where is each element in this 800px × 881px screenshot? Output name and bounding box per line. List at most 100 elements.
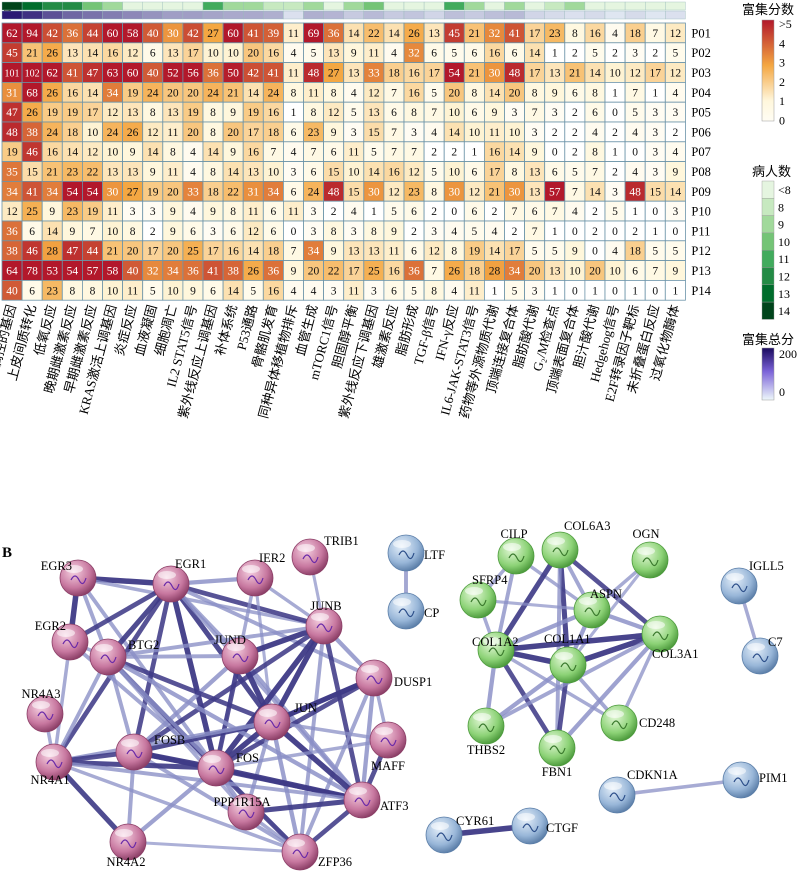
node-highlight (41, 749, 59, 757)
edge-DUSP1-ATF3 (359, 675, 377, 803)
cell-value: 20 (127, 246, 139, 258)
total-score-cell (283, 10, 304, 20)
cell-value: 6 (471, 206, 477, 218)
cell-value: 8 (150, 107, 156, 119)
top-annotation-bars (1, 1, 686, 20)
total-score-cell (564, 10, 586, 20)
node-highlight (637, 547, 655, 555)
node-label: JUN (294, 701, 317, 715)
total-score-cell (1, 10, 23, 20)
cell-value: 16 (489, 48, 501, 60)
cell-value: 19 (147, 186, 159, 198)
cell-value: 3 (532, 127, 538, 139)
cell-value: 16 (248, 147, 260, 159)
cell-value: 18 (67, 127, 79, 139)
node-label: ASPN (590, 587, 622, 601)
patient-label: P07 (691, 145, 710, 159)
node-btg2: BTG2 (89, 638, 159, 676)
cell-value: 19 (87, 206, 99, 218)
cell-value: 16 (388, 266, 400, 278)
total-score-cell (604, 10, 626, 20)
cell-value: 36 (6, 226, 18, 238)
cell-value: 14 (489, 246, 501, 258)
cell-value: 8 (592, 87, 598, 99)
edge-JUND-FOSB (131, 653, 243, 755)
cell-value: 5 (150, 285, 156, 297)
cell-value: 19 (248, 107, 260, 119)
cell-value: 14 (147, 147, 159, 159)
cell-value: 42 (248, 68, 260, 80)
cell-value: 16 (67, 87, 79, 99)
protein-structure-icon (292, 849, 309, 859)
node-label: EGR1 (175, 557, 206, 571)
cell-value: 6 (471, 167, 477, 179)
node-highlight (726, 573, 744, 581)
patient-count-cell (182, 1, 204, 11)
patient-count-cell (645, 1, 666, 11)
node-ier2: IER2 (236, 551, 285, 597)
node-label: SFRP4 (472, 573, 508, 587)
cell-value: 0 (451, 206, 457, 218)
total-score-cell (504, 10, 525, 20)
cell-value: 24 (207, 87, 219, 99)
cell-value: 7 (512, 206, 518, 218)
edge-JUN-DUSP1 (269, 675, 377, 725)
cell-value: 5 (411, 285, 417, 297)
edge-EGR2-NR4A1 (52, 640, 72, 764)
cell-value: 19 (187, 107, 199, 119)
cell-value: 6 (552, 167, 558, 179)
node-col1a1: COL1A1 (544, 632, 591, 684)
cell-value: 23 (549, 28, 561, 40)
cell-value: 3 (311, 206, 317, 218)
total-score-cell (202, 10, 224, 20)
cell-value: 9 (69, 226, 75, 238)
cell-value: 20 (187, 87, 199, 99)
cell-value: 19 (469, 246, 481, 258)
cell-value: 1 (592, 285, 598, 297)
cell-value: 12 (670, 68, 682, 80)
node-label: JUNB (310, 599, 341, 613)
cell-value: 22 (227, 186, 239, 198)
count-tick: 11 (778, 252, 790, 266)
edge-NR4A2-ZFP36 (126, 840, 302, 854)
cell-value: 32 (408, 48, 420, 60)
cell-value: 4 (351, 206, 357, 218)
node-label: THBS2 (467, 743, 505, 757)
cell-value: 2 (572, 127, 578, 139)
cell-value: 23 (47, 285, 59, 297)
cell-value: 16 (489, 147, 501, 159)
count-swatch (761, 267, 775, 285)
total-score-cell (303, 10, 324, 20)
cell-value: 20 (248, 48, 260, 60)
cell-value: 48 (308, 68, 320, 80)
cell-value: 8 (90, 285, 96, 297)
cell-value: 32 (489, 28, 501, 40)
total-score-cell (544, 10, 566, 20)
patient-count-cell (42, 1, 63, 11)
cell-value: 17 (509, 246, 521, 258)
patient-count-cell (584, 1, 606, 11)
cell-value: 6 (29, 226, 35, 238)
panel-a: A 62944236446058403042276041391169361422… (0, 1, 797, 466)
cell-value: 22 (87, 167, 99, 179)
cell-value: 2 (572, 147, 578, 159)
patient-label: P14 (691, 284, 711, 298)
cell-value: 20 (187, 127, 199, 139)
cell-value: 41 (268, 68, 280, 80)
cell-value: 2 (672, 127, 678, 139)
cell-value: 30 (368, 186, 380, 198)
cell-value: 41 (26, 186, 38, 198)
cell-value: 13 (428, 28, 440, 40)
cell-value: 7 (391, 87, 397, 99)
node-label: FOSB (154, 733, 185, 747)
total-score-cell (484, 10, 505, 20)
cell-value: 39 (268, 28, 280, 40)
cell-value: 20 (167, 87, 179, 99)
node-highlight (483, 637, 501, 645)
cell-value: 7 (552, 206, 558, 218)
protein-structure-icon (120, 839, 137, 849)
cell-value: 5 (431, 87, 437, 99)
cell-value: 7 (391, 147, 397, 159)
cell-value: 0 (612, 285, 618, 297)
node-dusp1: DUSP1 (355, 659, 432, 697)
